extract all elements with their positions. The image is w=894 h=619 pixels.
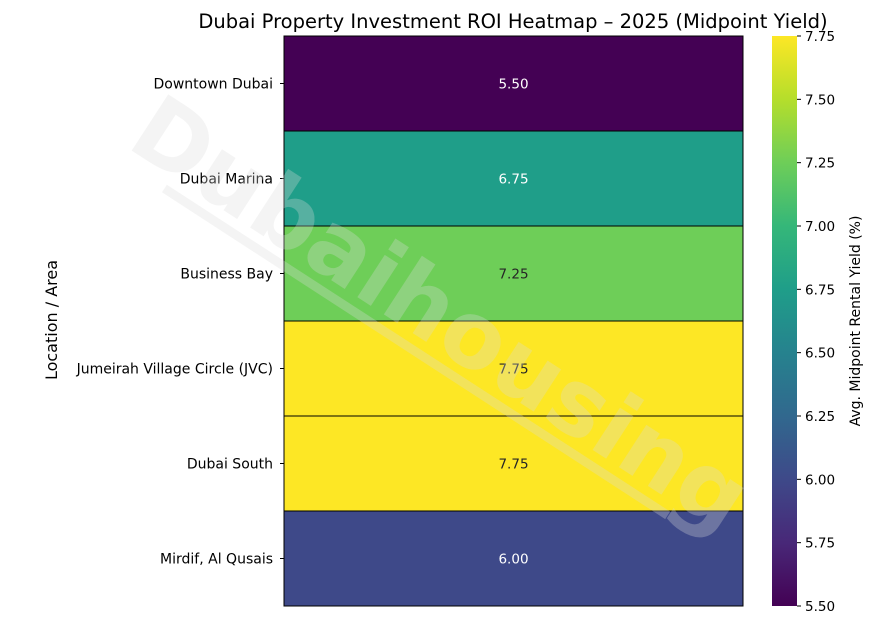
colorbar-tick-label: 6.25: [805, 409, 835, 425]
cell-value-label: 7.75: [498, 362, 528, 378]
colorbar-tick-label: 6.75: [805, 282, 835, 298]
row-tick-label: Dubai South: [187, 457, 273, 473]
watermark-underline: [161, 184, 671, 520]
cell-value-label: 6.00: [498, 552, 528, 568]
heatmap-cell: [283, 415, 744, 512]
chart-title: Dubai Property Investment ROI Heatmap – …: [198, 10, 827, 33]
colorbar-ticks: 5.50 5.75 6.00 6.25 6.50 6.75 7.00 7.25 7.50 7.75: [797, 29, 835, 615]
colorbar-tick-label: 5.75: [805, 536, 835, 552]
heatmap-cell: [283, 225, 744, 322]
row-tick-label: Mirdif, Al Qusais: [160, 552, 273, 568]
cell-value-label: 6.75: [498, 172, 528, 188]
colorbar-tick-label: 7.00: [805, 219, 835, 235]
colorbar-tick-label: 6.50: [805, 346, 835, 362]
row-tick-label: Dubai Marina: [180, 172, 273, 188]
cell-value-label: 7.75: [498, 457, 528, 473]
colorbar-tick-label: 5.50: [805, 599, 835, 615]
heatmap-cell: [283, 35, 744, 132]
row-tick-label: Business Bay: [180, 267, 273, 283]
heatmap-cells: 5.50 6.75 7.25 7.75 7.75 6.00: [283, 35, 744, 607]
cell-value-label: 7.25: [498, 267, 528, 283]
row-tick-label: Downtown Dubai: [153, 77, 273, 93]
cell-value-label: 5.50: [498, 77, 528, 93]
colorbar-tick-label: 7.50: [805, 92, 835, 108]
row-tick-labels: Downtown Dubai Dubai Marina Business Bay Ju…: [76, 77, 284, 568]
y-axis-label: Location / Area: [42, 260, 61, 380]
colorbar: [772, 36, 797, 606]
colorbar-label: Avg. Midpoint Rental Yield (%): [848, 216, 864, 427]
row-tick-label: Jumeirah Village Circle (JVC): [76, 362, 273, 378]
heatmap-cell: [283, 510, 744, 607]
colorbar-tick-label: 7.25: [805, 156, 835, 172]
colorbar-tick-label: 7.75: [805, 29, 835, 45]
colorbar-tick-label: 6.00: [805, 472, 835, 488]
heatmap-cell: [283, 320, 744, 417]
